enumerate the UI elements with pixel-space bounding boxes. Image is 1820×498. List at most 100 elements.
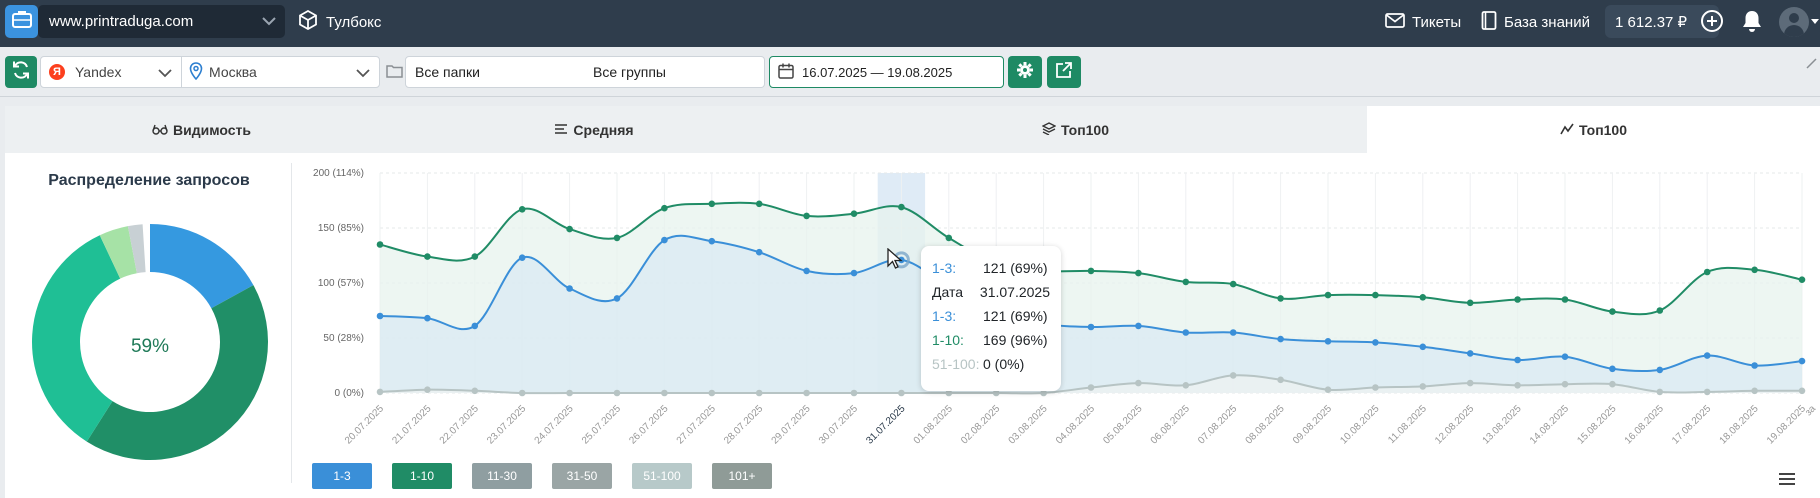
projects-button[interactable] [5, 5, 38, 38]
data-point-1-10[interactable] [755, 200, 763, 208]
data-point-1-3[interactable] [471, 322, 479, 330]
data-point-1-10[interactable] [1324, 291, 1332, 299]
legend-toggle-1-10[interactable]: 1-10 [392, 463, 452, 489]
data-point-1-10[interactable] [1135, 269, 1142, 277]
toolbox-link[interactable]: Тулбокс [298, 9, 381, 35]
data-point-1-3[interactable] [1466, 350, 1474, 357]
data-point-1-3[interactable] [708, 237, 716, 245]
data-point-1-10[interactable] [1751, 266, 1758, 274]
data-point-1-3[interactable] [1514, 356, 1521, 364]
data-point-1-3[interactable] [1324, 338, 1332, 345]
chart-menu-button[interactable] [1778, 472, 1796, 491]
data-point-51-100[interactable] [1182, 382, 1190, 389]
caret-down-icon[interactable] [1811, 19, 1819, 24]
folders-select[interactable]: Все папки [405, 56, 586, 88]
data-point-51-100[interactable] [661, 389, 668, 397]
region-select[interactable]: Москва [181, 56, 380, 88]
data-point-1-3[interactable] [1703, 352, 1711, 359]
donut-segment-11-30[interactable] [32, 235, 121, 442]
data-point-51-100[interactable] [376, 388, 384, 396]
data-point-1-10[interactable] [1229, 280, 1237, 288]
data-point-1-10[interactable] [1656, 307, 1664, 314]
data-point-51-100[interactable] [613, 389, 621, 397]
search-engine-select[interactable]: Я Yandex [40, 56, 182, 88]
data-point-1-3[interactable] [898, 256, 905, 264]
legend-toggle-51-100[interactable]: 51-100 [632, 463, 692, 489]
data-point-1-3[interactable] [1087, 323, 1095, 331]
notifications-button[interactable] [1741, 9, 1763, 38]
donut-segment-51-100[interactable] [127, 224, 146, 274]
data-point-51-100[interactable] [708, 389, 716, 397]
data-point-51-100[interactable] [1135, 379, 1142, 387]
positions-chart[interactable]: 200 (114%) 150 (85%) 100 (57%) 50 (28%) 0 (0… [300, 160, 1820, 460]
legend-toggle-31-50[interactable]: 31-50 [552, 463, 612, 489]
data-point-51-100[interactable] [1229, 372, 1237, 379]
data-point-1-10[interactable] [1466, 299, 1474, 307]
data-point-1-10[interactable] [566, 225, 573, 233]
data-point-1-3[interactable] [661, 236, 668, 244]
data-point-1-3[interactable] [1609, 365, 1616, 373]
data-point-1-3[interactable] [1135, 322, 1142, 330]
export-button[interactable] [1047, 56, 1081, 88]
settings-button[interactable] [1008, 56, 1042, 88]
data-point-51-100[interactable] [1040, 389, 1047, 397]
data-point-1-10[interactable] [1419, 294, 1427, 301]
data-point-1-10[interactable] [424, 253, 431, 260]
data-point-51-100[interactable] [850, 389, 858, 397]
data-point-51-100[interactable] [518, 389, 526, 397]
data-point-1-3[interactable] [850, 269, 858, 277]
data-point-1-10[interactable] [613, 234, 621, 242]
data-point-1-10[interactable] [898, 203, 905, 211]
data-point-1-3[interactable] [1419, 343, 1427, 351]
data-point-1-3[interactable] [1229, 329, 1237, 336]
knowledge-base-link[interactable]: База знаний [1481, 9, 1590, 35]
legend-toggle-101-plus[interactable]: 101+ [712, 463, 772, 489]
data-point-1-3[interactable] [1656, 366, 1664, 374]
data-point-1-3[interactable] [1798, 357, 1806, 365]
data-point-51-100[interactable] [566, 389, 573, 397]
data-point-1-3[interactable] [1182, 329, 1190, 336]
data-point-1-10[interactable] [1277, 295, 1284, 302]
data-point-1-3[interactable] [755, 248, 763, 256]
legend-toggle-11-30[interactable]: 11-30 [472, 463, 532, 489]
balance-badge[interactable]: 1 612.37 ₽ [1605, 5, 1719, 38]
data-point-1-10[interactable] [1798, 276, 1806, 283]
data-point-51-100[interactable] [1324, 386, 1332, 393]
data-point-51-100[interactable] [424, 386, 431, 393]
data-point-1-10[interactable] [850, 210, 858, 217]
data-point-51-100[interactable] [1561, 380, 1569, 388]
data-point-51-100[interactable] [992, 389, 1000, 397]
data-point-51-100[interactable] [1798, 387, 1806, 395]
data-point-51-100[interactable] [1466, 379, 1474, 387]
data-point-1-3[interactable] [803, 267, 810, 275]
data-point-51-100[interactable] [1703, 388, 1711, 396]
data-point-1-10[interactable] [803, 212, 810, 220]
tab-average[interactable]: Средняя [398, 106, 790, 153]
date-range-picker[interactable]: 16.07.2025 — 19.08.2025 [769, 56, 1004, 88]
refresh-button[interactable] [5, 56, 37, 88]
data-point-1-10[interactable] [708, 200, 716, 208]
data-point-51-100[interactable] [945, 389, 953, 397]
data-point-51-100[interactable] [1656, 388, 1664, 396]
data-point-51-100[interactable] [1087, 384, 1095, 391]
data-point-1-3[interactable] [424, 314, 431, 322]
data-point-1-10[interactable] [471, 253, 479, 260]
data-point-1-10[interactable] [1182, 278, 1190, 286]
tickets-link[interactable]: Тикеты [1385, 9, 1461, 35]
tab-top100-chart[interactable]: Топ100 [1367, 106, 1820, 153]
data-point-1-10[interactable] [661, 204, 668, 212]
donut-segment-31-50[interactable] [99, 226, 137, 279]
data-point-51-100[interactable] [1751, 387, 1758, 395]
groups-select[interactable]: Все группы [585, 56, 765, 88]
data-point-1-10[interactable] [518, 206, 526, 213]
data-point-1-3[interactable] [566, 285, 573, 292]
data-point-1-10[interactable] [1372, 291, 1379, 299]
data-point-51-100[interactable] [1277, 376, 1284, 384]
data-point-1-3[interactable] [1277, 335, 1284, 343]
donut-segment-1-3[interactable] [150, 224, 254, 309]
data-point-1-10[interactable] [945, 234, 953, 242]
data-point-1-10[interactable] [1087, 267, 1095, 275]
data-point-51-100[interactable] [755, 389, 763, 397]
data-point-1-3[interactable] [518, 254, 526, 261]
data-point-1-3[interactable] [613, 295, 621, 302]
